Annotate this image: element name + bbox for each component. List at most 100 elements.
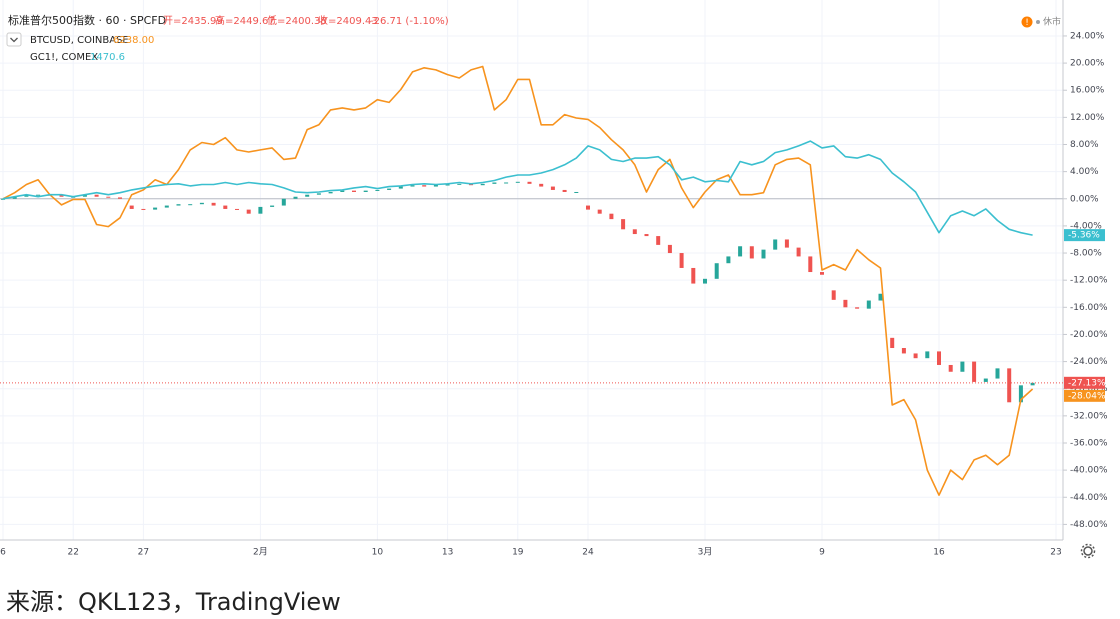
- legend-name: BTCUSD, COINBASE: [30, 35, 129, 46]
- x-tick-label: 22: [67, 548, 78, 558]
- candle-body: [129, 205, 134, 209]
- y-tick-label: 0.00%: [1070, 194, 1099, 204]
- candle-body: [550, 186, 555, 190]
- y-tick-label: -32.00%: [1070, 411, 1108, 421]
- candle-body: [574, 191, 579, 193]
- y-tick-label: -28.00%: [1070, 384, 1108, 394]
- candle-body: [480, 183, 485, 186]
- candle-body: [843, 299, 848, 308]
- candle-body: [937, 351, 941, 365]
- legend-price: 1470.6: [90, 52, 125, 63]
- legend-toggle-icon: [10, 37, 18, 43]
- chart: 标准普尔500指数 · 60 · SPCFD 开=2435.99 高=2449.…: [0, 0, 1120, 570]
- candle-body: [457, 183, 462, 185]
- candle-body: [995, 368, 1000, 379]
- legend-price: 6238.00: [113, 35, 154, 46]
- candle-body: [106, 196, 111, 198]
- candle-body: [328, 191, 333, 194]
- candle-body: [632, 229, 637, 235]
- candle-body: [223, 205, 228, 209]
- candle-body: [691, 267, 696, 284]
- candle-body: [293, 196, 298, 199]
- ohlc-label: 低=2400.38: [267, 14, 327, 27]
- candle-body: [621, 219, 626, 230]
- x-tick-label: 13: [442, 548, 453, 558]
- candle-body: [609, 213, 614, 220]
- candle-body: [433, 184, 438, 187]
- candle-body: [703, 278, 707, 284]
- legend-toggle[interactable]: [6, 32, 22, 47]
- candle-body: [890, 337, 895, 349]
- candle-body: [118, 197, 122, 199]
- candle-body: [796, 247, 801, 257]
- candle-body: [1007, 368, 1012, 403]
- candle-body: [235, 208, 239, 210]
- series-line: [2, 65, 1034, 496]
- candle-body: [586, 205, 590, 210]
- candle-body: [679, 253, 684, 268]
- y-tick-label: 4.00%: [1070, 167, 1099, 177]
- candle-body: [808, 256, 813, 273]
- gear: [1083, 546, 1093, 556]
- x-tick-label: 10: [372, 548, 384, 558]
- candle-body: [913, 353, 918, 359]
- background: [0, 0, 1120, 570]
- candle-body: [305, 194, 310, 197]
- y-tick-label: -44.00%: [1070, 493, 1108, 503]
- candle-body: [12, 196, 17, 199]
- y-tick-label: -16.00%: [1070, 303, 1108, 313]
- candle-body: [960, 361, 965, 372]
- candle-body: [983, 378, 988, 382]
- status-label: 休市: [1043, 16, 1061, 28]
- candle-body: [387, 188, 392, 190]
- candle-body: [515, 181, 520, 183]
- x-tick-label: 3月: [698, 547, 713, 558]
- candle-body: [153, 207, 158, 210]
- candle-body: [784, 239, 789, 248]
- settings-icon[interactable]: [1080, 543, 1096, 559]
- candle-body: [94, 194, 99, 197]
- candle-body: [36, 194, 41, 196]
- candle-body: [410, 185, 415, 187]
- candle-body: [597, 209, 602, 214]
- candle-body: [855, 307, 860, 309]
- y-tick-label: -24.00%: [1070, 357, 1108, 367]
- candle-body: [831, 290, 836, 300]
- candle-body: [375, 189, 380, 191]
- candle-body: [749, 246, 754, 259]
- ohlc-label: 高=2449.67: [215, 14, 275, 27]
- candle-body: [141, 208, 146, 210]
- candle-body: [726, 256, 731, 264]
- x-tick-label: 9: [819, 548, 825, 558]
- y-tick-label: 8.00%: [1070, 140, 1099, 150]
- candle-body: [199, 202, 204, 205]
- x-tick-label: 24: [582, 548, 594, 558]
- candle-body: [504, 182, 509, 184]
- candle-body: [176, 204, 181, 206]
- gear-teeth: [1080, 543, 1096, 559]
- candle-body: [281, 198, 286, 206]
- candle-body: [1, 198, 5, 200]
- candle-body: [211, 202, 216, 206]
- y-tick-label: -48.00%: [1070, 520, 1108, 530]
- x-tick-label: 6: [0, 548, 6, 558]
- ohlc-label: 收=2409.43: [318, 14, 378, 27]
- candle-body: [492, 182, 497, 184]
- status-icon-mark: !: [1025, 18, 1029, 28]
- series-line: [2, 140, 1033, 236]
- candle-body: [773, 239, 778, 250]
- y-tick-label: -12.00%: [1070, 276, 1108, 286]
- status-icon[interactable]: [1021, 16, 1033, 28]
- x-tick-label: 19: [512, 548, 524, 558]
- candle-body: [948, 364, 953, 372]
- candle-body: [24, 194, 29, 197]
- symbol-title: 标准普尔500指数 · 60 · SPCFD: [8, 13, 166, 27]
- candle-body: [714, 263, 719, 279]
- candle-body: [866, 300, 871, 309]
- last-value-tag: [1064, 229, 1105, 242]
- candle-body: [1018, 385, 1023, 403]
- y-tick-label: -36.00%: [1070, 438, 1108, 448]
- candle-body: [972, 361, 977, 382]
- candle-body: [246, 209, 251, 214]
- candle-body: [59, 195, 64, 197]
